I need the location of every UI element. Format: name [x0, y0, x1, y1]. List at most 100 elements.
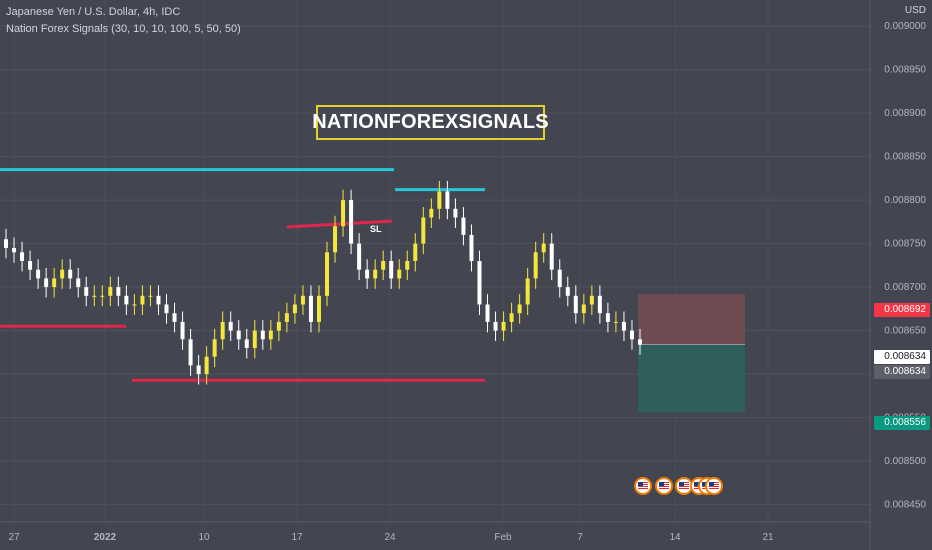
stop-price-tag: 0.008692: [874, 303, 930, 317]
candle-body: [365, 269, 370, 279]
candle-body: [4, 239, 8, 248]
candle-body: [581, 304, 586, 314]
candle-body: [525, 278, 530, 305]
target-price-tag: 0.008556: [874, 416, 930, 430]
candle-body: [638, 339, 642, 345]
price-tick-label: 0.008800: [884, 195, 926, 206]
candle-body: [52, 278, 57, 288]
time-tick-label: Feb: [494, 532, 512, 543]
candle-body: [549, 243, 554, 270]
price-tick-label: 0.009000: [884, 21, 926, 32]
red-trend-line: [286, 219, 393, 229]
candle-body: [252, 330, 257, 348]
candle-body: [76, 278, 81, 288]
candle-body: [108, 287, 113, 296]
candle-body: [349, 200, 354, 244]
price-tick-label: 0.008900: [884, 108, 926, 119]
candle-body: [44, 278, 49, 288]
price-tick-label: 0.008700: [884, 282, 926, 293]
candle-body: [597, 295, 602, 314]
candle-body: [300, 295, 305, 305]
candle-body: [276, 321, 281, 331]
candle-body: [84, 287, 89, 296]
candle-body: [236, 330, 241, 340]
currency-label: USD: [904, 5, 926, 16]
watermark-box[interactable]: NATIONFOREXSIGNALS: [312, 105, 549, 140]
time-tick-label: 2022: [94, 532, 117, 543]
candle-body: [509, 313, 514, 322]
candle-body: [381, 261, 386, 270]
candle-body: [325, 252, 330, 296]
candle-body: [573, 295, 578, 314]
candle-body: [389, 261, 394, 279]
candle-body: [268, 330, 273, 340]
time-tick-label: 14: [669, 532, 681, 543]
time-tick-label: 21: [762, 532, 774, 543]
candle-body: [621, 321, 626, 331]
us-flag-icon[interactable]: [705, 477, 723, 495]
candle-body: [629, 330, 634, 340]
price-tick-label: 0.008950: [884, 65, 926, 76]
candle-body: [316, 295, 321, 322]
time-tick-label: 10: [198, 532, 210, 543]
symbol-title: Japanese Yen / U.S. Dollar, 4h, IDC: [6, 6, 181, 18]
candle-body: [156, 295, 161, 305]
candle-body: [413, 243, 418, 261]
candle-body: [68, 269, 73, 279]
candle-body: [429, 208, 434, 218]
candle-body: [212, 339, 217, 357]
candle-body: [477, 261, 482, 305]
candle-body: [284, 313, 289, 322]
candle-body: [501, 321, 506, 331]
price-tick-label: 0.008750: [884, 239, 926, 250]
stop-loss-zone: [638, 294, 745, 345]
candle-body: [357, 243, 362, 270]
candle-body: [244, 339, 249, 348]
us-flag-icon[interactable]: [634, 477, 652, 495]
stop-loss-label: SL: [370, 224, 382, 234]
price-tick-label: 0.008650: [884, 326, 926, 337]
candle-body: [421, 217, 426, 244]
candle-body: [485, 304, 490, 322]
us-flag-icon[interactable]: [655, 477, 673, 495]
candle-body: [132, 304, 137, 306]
candle-body: [437, 191, 442, 209]
candle-body: [220, 321, 225, 340]
candle-body: [445, 191, 450, 209]
candle-body: [116, 287, 121, 296]
candle-body: [228, 321, 233, 331]
candle-body: [605, 313, 610, 322]
candle-body: [341, 200, 346, 227]
candle-body: [164, 304, 169, 314]
time-tick-label: 27: [8, 532, 20, 543]
candle-body: [373, 269, 378, 279]
candle-body: [140, 295, 145, 305]
candle-body: [92, 295, 97, 297]
candle-body: [196, 365, 201, 375]
candle-body: [541, 243, 546, 253]
candle-body: [124, 295, 129, 305]
candle-body: [20, 252, 25, 261]
candle-body: [533, 252, 538, 279]
candle-body: [453, 208, 458, 218]
candle-body: [565, 287, 570, 296]
price-tick-label: 0.008850: [884, 152, 926, 163]
candle-body: [260, 330, 265, 340]
price-tick-label: 0.008500: [884, 456, 926, 467]
candle-body: [469, 234, 474, 261]
candle-body: [517, 304, 522, 314]
candle-body: [188, 339, 193, 366]
candle-body: [557, 269, 562, 288]
candle-body: [204, 356, 209, 375]
time-tick-label: 7: [577, 532, 583, 543]
candle-body: [12, 247, 17, 253]
candle-body: [172, 313, 177, 322]
candle-body: [308, 295, 313, 322]
last-price-tag: 0.008634: [874, 350, 930, 364]
candle-body: [180, 321, 185, 340]
entry-price-tag: 0.008634: [874, 365, 930, 379]
indicator-title[interactable]: Nation Forex Signals (30, 10, 10, 100, 5…: [6, 23, 241, 35]
candle-body: [292, 304, 297, 314]
candle-body: [405, 261, 410, 270]
